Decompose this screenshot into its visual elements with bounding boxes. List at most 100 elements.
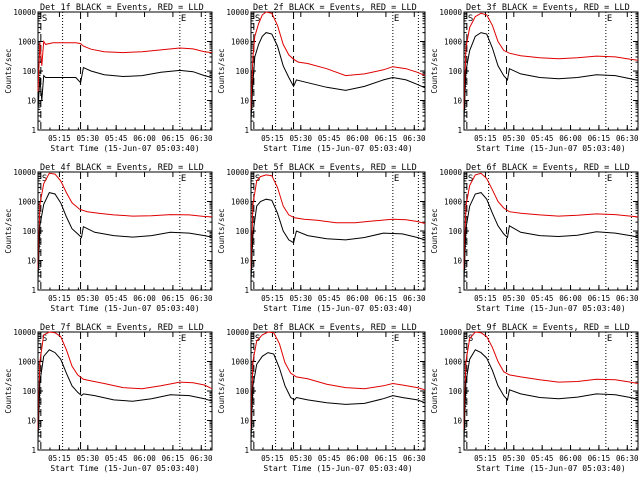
series-lld-line <box>463 12 639 110</box>
x-tick-label: 06:30 <box>403 294 426 303</box>
y-tick-label: 100 <box>448 227 462 236</box>
x-axis-label: Start Time (15-Jun-07 05:03:40) <box>263 144 412 153</box>
series-lld-line <box>250 174 426 270</box>
series-lld-line <box>250 11 426 110</box>
y-tick-label: 10000 <box>13 8 36 17</box>
series-events-line <box>250 198 426 282</box>
x-tick-label: 06:00 <box>346 294 369 303</box>
panel-det-7: Det 7f BLACK = Events, RED = LLD 1 10 100 10… <box>4 323 213 473</box>
panel-title: Det 9f BLACK = Events, RED = LLD <box>466 323 630 333</box>
series-lld-line <box>37 40 213 92</box>
y-axis-label: Counts/sec <box>430 368 439 413</box>
y-tick-label: 1000 <box>444 38 463 47</box>
y-tick-label: 100 <box>22 67 36 76</box>
y-tick-label: 1000 <box>18 198 37 207</box>
x-axis-label: Start Time (15-Jun-07 05:03:40) <box>50 304 199 313</box>
y-tick-label: 100 <box>235 227 249 236</box>
x-tick-label: 06:00 <box>133 454 156 463</box>
x-tick-label: 05:30 <box>503 294 526 303</box>
y-tick-label: 10000 <box>439 8 462 17</box>
x-tick-label: 06:00 <box>559 454 582 463</box>
x-tick-label: 06:30 <box>190 454 213 463</box>
y-axis-label: Counts/sec <box>4 208 13 253</box>
panel-title: Det 2f BLACK = Events, RED = LLD <box>253 3 417 13</box>
panel-title: Det 6f BLACK = Events, RED = LLD <box>466 163 630 173</box>
x-tick-label: 05:45 <box>531 294 554 303</box>
y-tick-label: 1 <box>457 286 462 295</box>
x-tick-label: 06:30 <box>616 294 639 303</box>
x-tick-label: 06:15 <box>588 294 611 303</box>
y-tick-label: 10 <box>27 417 37 426</box>
y-tick-label: 1000 <box>231 38 250 47</box>
x-tick-label: 06:30 <box>403 454 426 463</box>
y-tick-label: 10 <box>453 417 463 426</box>
y-tick-label: 10 <box>453 257 463 266</box>
series-events-line <box>37 192 213 282</box>
x-axis-label: Start Time (15-Jun-07 05:03:40) <box>50 144 199 153</box>
end-marker-label: E <box>181 174 186 184</box>
panel-det-8: Det 8f BLACK = Events, RED = LLD 1 10 100 10… <box>217 323 426 473</box>
y-tick-label: 10 <box>453 97 463 106</box>
y-tick-label: 100 <box>235 67 249 76</box>
end-marker-label: E <box>394 14 399 24</box>
series-events-line <box>250 352 426 442</box>
x-axis-label: Start Time (15-Jun-07 05:03:40) <box>476 464 625 473</box>
end-marker-label: E <box>181 334 186 344</box>
start-marker-label: S <box>42 14 47 24</box>
series-lld-line <box>37 331 213 430</box>
plot-frame <box>250 11 426 131</box>
panel-title: Det 7f BLACK = Events, RED = LLD <box>40 323 204 333</box>
x-tick-label: 05:30 <box>290 454 313 463</box>
y-tick-label: 10000 <box>226 8 249 17</box>
y-tick-label: 1000 <box>444 358 463 367</box>
x-tick-label: 05:15 <box>48 134 71 143</box>
y-axis-label: Counts/sec <box>4 368 13 413</box>
series-events-line <box>37 66 213 110</box>
plot-frame <box>37 331 213 451</box>
y-tick-label: 10000 <box>439 168 462 177</box>
end-marker-label: E <box>181 14 186 24</box>
y-tick-label: 1 <box>244 286 249 295</box>
y-tick-label: 1 <box>457 126 462 135</box>
panel-det-9: Det 9f BLACK = Events, RED = LLD 1 10 100 10… <box>430 323 639 473</box>
x-axis-label: Start Time (15-Jun-07 05:03:40) <box>263 304 412 313</box>
series-events-line <box>250 32 426 122</box>
y-tick-label: 10000 <box>13 168 36 177</box>
panel-det-6: Det 6f BLACK = Events, RED = LLD 1 10 100 10… <box>430 163 639 313</box>
series-events-line <box>463 349 639 442</box>
panel-det-4: Det 4f BLACK = Events, RED = LLD 1 10 100 10… <box>4 163 213 313</box>
panel-title: Det 5f BLACK = Events, RED = LLD <box>253 163 417 173</box>
end-marker-label: E <box>607 14 612 24</box>
x-tick-label: 06:15 <box>588 134 611 143</box>
panel-title: Det 1f BLACK = Events, RED = LLD <box>40 3 204 13</box>
x-tick-label: 06:15 <box>375 134 398 143</box>
series-lld-line <box>463 331 639 430</box>
y-tick-label: 10000 <box>13 328 36 337</box>
panel-det-3: Det 3f BLACK = Events, RED = LLD 1 10 100 10… <box>430 3 639 153</box>
y-tick-label: 100 <box>235 387 249 396</box>
x-tick-label: 06:15 <box>375 294 398 303</box>
end-marker-label: E <box>394 174 399 184</box>
y-axis-label: Counts/sec <box>430 48 439 93</box>
x-tick-label: 05:15 <box>474 454 497 463</box>
end-marker-label: E <box>607 334 612 344</box>
y-axis-label: Counts/sec <box>217 48 226 93</box>
plot-frame <box>463 331 639 451</box>
x-tick-label: 06:00 <box>133 134 156 143</box>
y-tick-label: 1000 <box>18 38 37 47</box>
y-tick-label: 1 <box>457 446 462 455</box>
panel-det-1: Det 1f BLACK = Events, RED = LLD 1 10 100 10… <box>4 3 213 153</box>
panel-det-2: Det 2f BLACK = Events, RED = LLD 1 10 100 10… <box>217 3 426 153</box>
start-marker-label: S <box>255 174 260 184</box>
series-events-line <box>463 192 639 282</box>
plot-frame <box>463 171 639 291</box>
x-tick-label: 05:30 <box>503 454 526 463</box>
y-tick-label: 10 <box>240 417 250 426</box>
x-tick-label: 06:00 <box>559 134 582 143</box>
x-tick-label: 05:45 <box>105 454 128 463</box>
x-tick-label: 06:00 <box>346 134 369 143</box>
start-marker-label: S <box>255 14 260 24</box>
y-tick-label: 10 <box>27 257 37 266</box>
y-tick-label: 10 <box>240 97 250 106</box>
